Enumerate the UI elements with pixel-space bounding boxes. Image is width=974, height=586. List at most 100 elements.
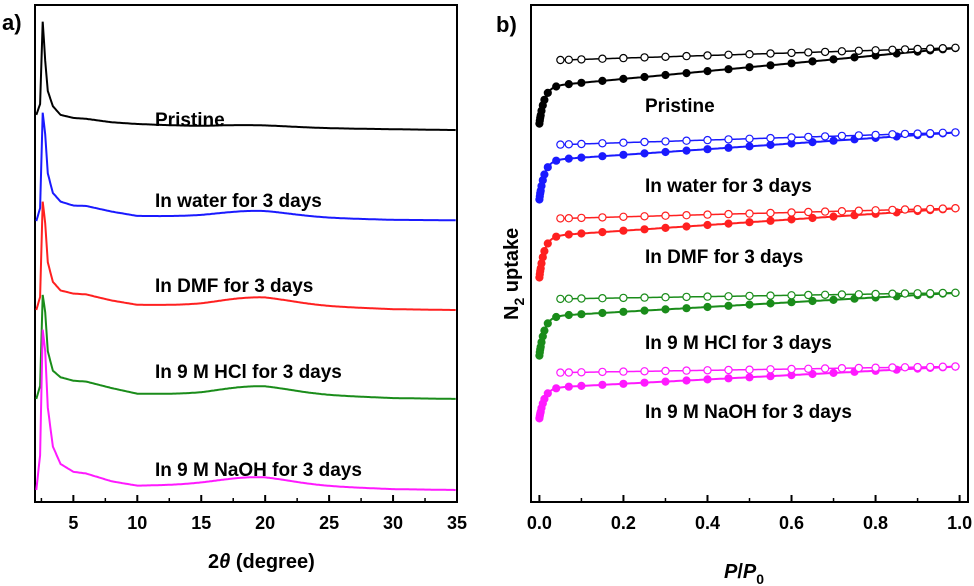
panel-b-desorption-point-2 [564, 213, 574, 223]
panel-b-adsorption-point-0 [619, 74, 628, 84]
panel-b-desorption-point-4 [938, 362, 948, 371]
panel-b-desorption-point-1 [837, 131, 847, 141]
panel-b-plot: 0.0 0.2 0.4 0.6 0.8 1.0 Pristine In water for … [501, 4, 972, 586]
panel-b-series-label-1: In water for 3 days [645, 176, 812, 197]
panel-b-series-label-4: In 9 M NaOH for 3 days [645, 402, 852, 423]
panel-b-xtick-label-3: 0.6 [779, 513, 804, 533]
panel-b-desorption-point-3 [556, 294, 565, 304]
panel-b-desorption-point-1 [913, 129, 922, 138]
panel-a-series-label-3: In 9 M HCl for 3 days [155, 362, 342, 383]
panel-b-desorption-point-0 [564, 55, 574, 65]
panel-a-series-line-0 [35, 21, 456, 132]
panel-b-adsorption-point-3 [552, 312, 561, 322]
panel-b-adsorption-point-4 [766, 372, 775, 381]
panel-b-desorption-point-4 [871, 363, 880, 372]
panel-b-desorption-point-2 [951, 203, 960, 213]
panel-b-xtick-label-2: 0.4 [695, 513, 720, 533]
panel-b-desorption-point-3 [745, 291, 754, 301]
panel-b-adsorption-point-3 [543, 319, 552, 328]
panel-a-series-label-2: In DMF for 3 days [155, 276, 313, 297]
panel-b-series-label-2: In DMF for 3 days [645, 247, 803, 268]
panel-b-desorption-point-0 [682, 51, 691, 61]
panel-b-desorption-point-1 [926, 128, 935, 138]
panel-b-desorption-point-2 [577, 213, 586, 223]
panel-b-adsorption-point-3 [766, 299, 775, 308]
panel-b-desorption-point-2 [787, 208, 796, 217]
panel-b-xtick-label-5: 1.0 [947, 513, 972, 533]
panel-b-desorption-point-3 [804, 290, 813, 300]
panel-b-adsorption-point-4 [577, 381, 586, 390]
panel-b-desorption-point-1 [900, 129, 910, 139]
panel-b-desorption-point-4 [804, 364, 813, 373]
panel-b-adsorption-point-3 [724, 301, 733, 310]
panel-b-desorption-point-2 [820, 207, 830, 216]
panel-b-desorption-point-4 [854, 363, 864, 373]
panel-b-desorption-point-1 [820, 132, 830, 141]
panel-b-adsorption-point-0 [829, 55, 838, 64]
panel-a-xtick-label-20: 20 [255, 513, 275, 533]
panel-b-adsorption-point-2 [598, 228, 607, 237]
panel-b-adsorption-point-4 [829, 368, 838, 377]
panel-b-adsorption-point-0 [745, 63, 754, 72]
panel-b-desorption-point-2 [682, 210, 691, 220]
panel-b-desorption-point-3 [938, 288, 948, 298]
panel-b-desorption-point-1 [766, 133, 775, 143]
panel-b-desorption-point-3 [888, 289, 897, 298]
panel-b-desorption-point-0 [745, 50, 754, 59]
panel-b-desorption-point-3 [577, 294, 586, 303]
panel-b-adsorption-point-2 [543, 239, 552, 248]
panel-b-desorption-point-3 [820, 290, 830, 299]
panel-b-desorption-point-2 [724, 209, 733, 219]
panel-b-adsorption-point-1 [703, 145, 712, 154]
panel-b-desorption-point-1 [556, 140, 565, 149]
panel-b-desorption-point-2 [926, 204, 935, 214]
panel-a-xtick-label-25: 25 [319, 513, 339, 533]
panel-b-desorption-point-4 [724, 365, 733, 375]
panel-b-adsorption-point-1 [766, 140, 775, 149]
panel-b-adsorption-point-2 [682, 222, 691, 231]
panel-a-series-line-4 [35, 329, 456, 491]
panel-b-desorption-point-0 [787, 48, 796, 58]
panel-b-desorption-point-2 [871, 206, 880, 215]
panel-b-adsorption-point-1 [540, 170, 549, 179]
panel-b-adsorption-point-3 [745, 300, 754, 309]
panel-b-adsorption-point-3 [787, 298, 796, 307]
panel-b-desorption-point-2 [837, 206, 847, 216]
panel-b-desorption-point-4 [556, 368, 565, 377]
panel-b-desorption-point-3 [837, 290, 847, 299]
panel-b-desorption-point-0 [871, 46, 880, 55]
panel-b-adsorption-point-3 [640, 306, 649, 315]
panel-b-adsorption-point-4 [552, 384, 561, 393]
panel-b-adsorption-point-2 [787, 215, 796, 224]
panel-b-adsorption-point-0 [850, 53, 859, 62]
panel-b-desorption-point-4 [661, 366, 670, 376]
panel-b-adsorption-point-4 [543, 389, 552, 398]
panel-b-desorption-point-1 [888, 130, 897, 139]
panel-b-desorption-point-2 [854, 206, 864, 215]
panel-b-desorption-point-3 [787, 291, 796, 300]
panel-b-desorption-point-3 [564, 294, 574, 303]
panel-b-desorption-point-1 [564, 140, 574, 149]
panel-b-desorption-point-4 [926, 362, 935, 372]
panel-a-series-label-0: Pristine [155, 110, 225, 131]
panel-b-desorption-point-4 [820, 364, 830, 373]
panel-b-adsorption-point-0 [766, 61, 775, 70]
panel-a-xtick-label-10: 10 [127, 513, 147, 533]
panel-b-desorption-point-4 [703, 366, 712, 375]
panel-b-adsorption-point-0 [598, 76, 607, 86]
panel-b-adsorption-point-2 [661, 223, 670, 232]
panel-b-desorption-point-2 [640, 212, 649, 221]
panel-b-adsorption-point-1 [619, 150, 628, 159]
panel-b-desorption-point-0 [640, 53, 649, 62]
panel-b-desorption-point-3 [640, 293, 649, 302]
panel-b-adsorption-point-2 [703, 220, 712, 230]
panel-b-desorption-point-4 [888, 363, 897, 372]
panel-b-desorption-point-2 [661, 211, 670, 220]
panel-b-desorption-point-2 [703, 210, 712, 219]
panel-b-desorption-point-1 [951, 128, 960, 137]
panel-b-adsorption-point-3 [682, 304, 691, 313]
panel-b-desorption-point-0 [598, 54, 607, 63]
panel-b-desorption-point-0 [837, 47, 847, 56]
panel-b-adsorption-point-3 [577, 310, 586, 319]
panel-b-xtick-label-1: 0.2 [611, 513, 636, 533]
